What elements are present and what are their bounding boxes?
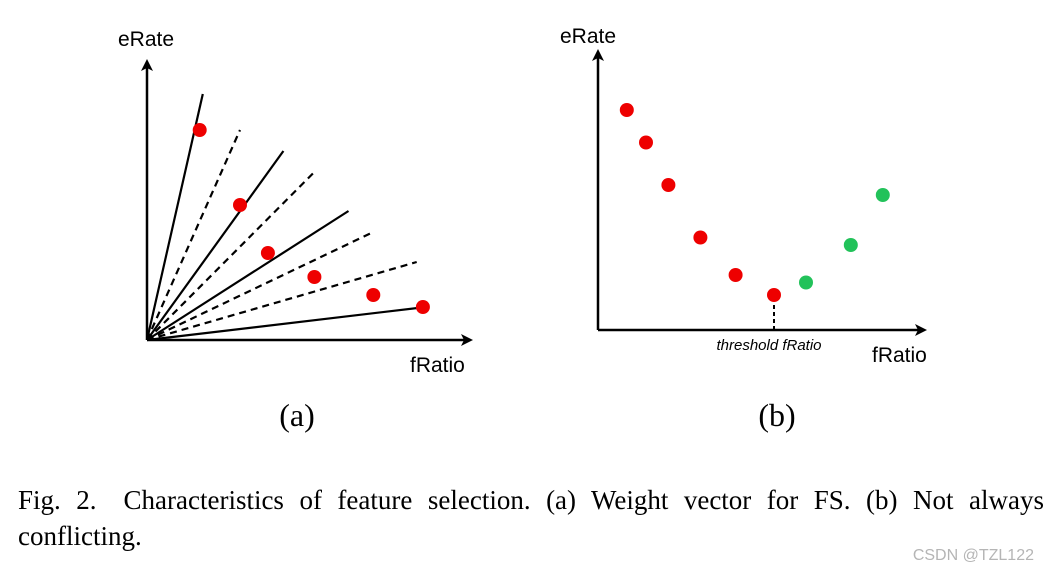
panel-a-ray-solid — [146, 210, 350, 341]
panel-a-ray-solid — [146, 305, 427, 342]
panel-b-point — [843, 238, 858, 252]
threshold-annotation: threshold fRatio — [716, 337, 821, 354]
panel-b-xlabel: fRatio — [872, 344, 927, 367]
panel-a-ray-solid — [145, 93, 204, 341]
panel-b-points — [619, 103, 890, 302]
panel-a-rays — [145, 93, 427, 342]
panel-b-point — [639, 135, 653, 150]
panel-a-point — [415, 300, 430, 314]
figure: eRate fRatio (a) eRate fRatio threshold … — [118, 25, 927, 433]
panel-a-ray-dashed — [146, 171, 316, 341]
panel-b-point — [619, 103, 634, 117]
panel-a-label: (a) — [279, 397, 315, 433]
panel-a-point — [192, 123, 207, 137]
panel-a-point — [307, 270, 322, 284]
panel-b-point — [693, 230, 708, 245]
panel-b-point — [875, 188, 890, 202]
panel-a-ray-dashed — [145, 129, 242, 341]
panel-b-point — [728, 268, 743, 282]
panel-a-ray-dashed — [146, 260, 418, 342]
panel-a-points — [192, 123, 430, 314]
panel-a-ray-dashed — [146, 231, 374, 341]
panel-b: eRate fRatio threshold fRatio (b) — [560, 25, 927, 433]
panel-a-point — [233, 198, 247, 212]
panel-b-point — [661, 178, 676, 192]
panel-a-point — [260, 246, 275, 260]
panel-b-point — [767, 288, 781, 302]
panel-b-ylabel: eRate — [560, 25, 616, 48]
panel-a-ray-solid — [146, 150, 285, 341]
panel-a: eRate fRatio (a) — [118, 28, 473, 433]
panel-a-ylabel: eRate — [118, 28, 174, 51]
panel-b-label: (b) — [758, 397, 795, 433]
panel-a-point — [366, 288, 381, 302]
figure-caption: Fig. 2. Characteristics of feature selec… — [18, 485, 1044, 551]
watermark: CSDN @TZL122 — [912, 547, 1034, 564]
panel-b-point — [799, 275, 813, 290]
panel-a-xlabel: fRatio — [410, 354, 465, 377]
